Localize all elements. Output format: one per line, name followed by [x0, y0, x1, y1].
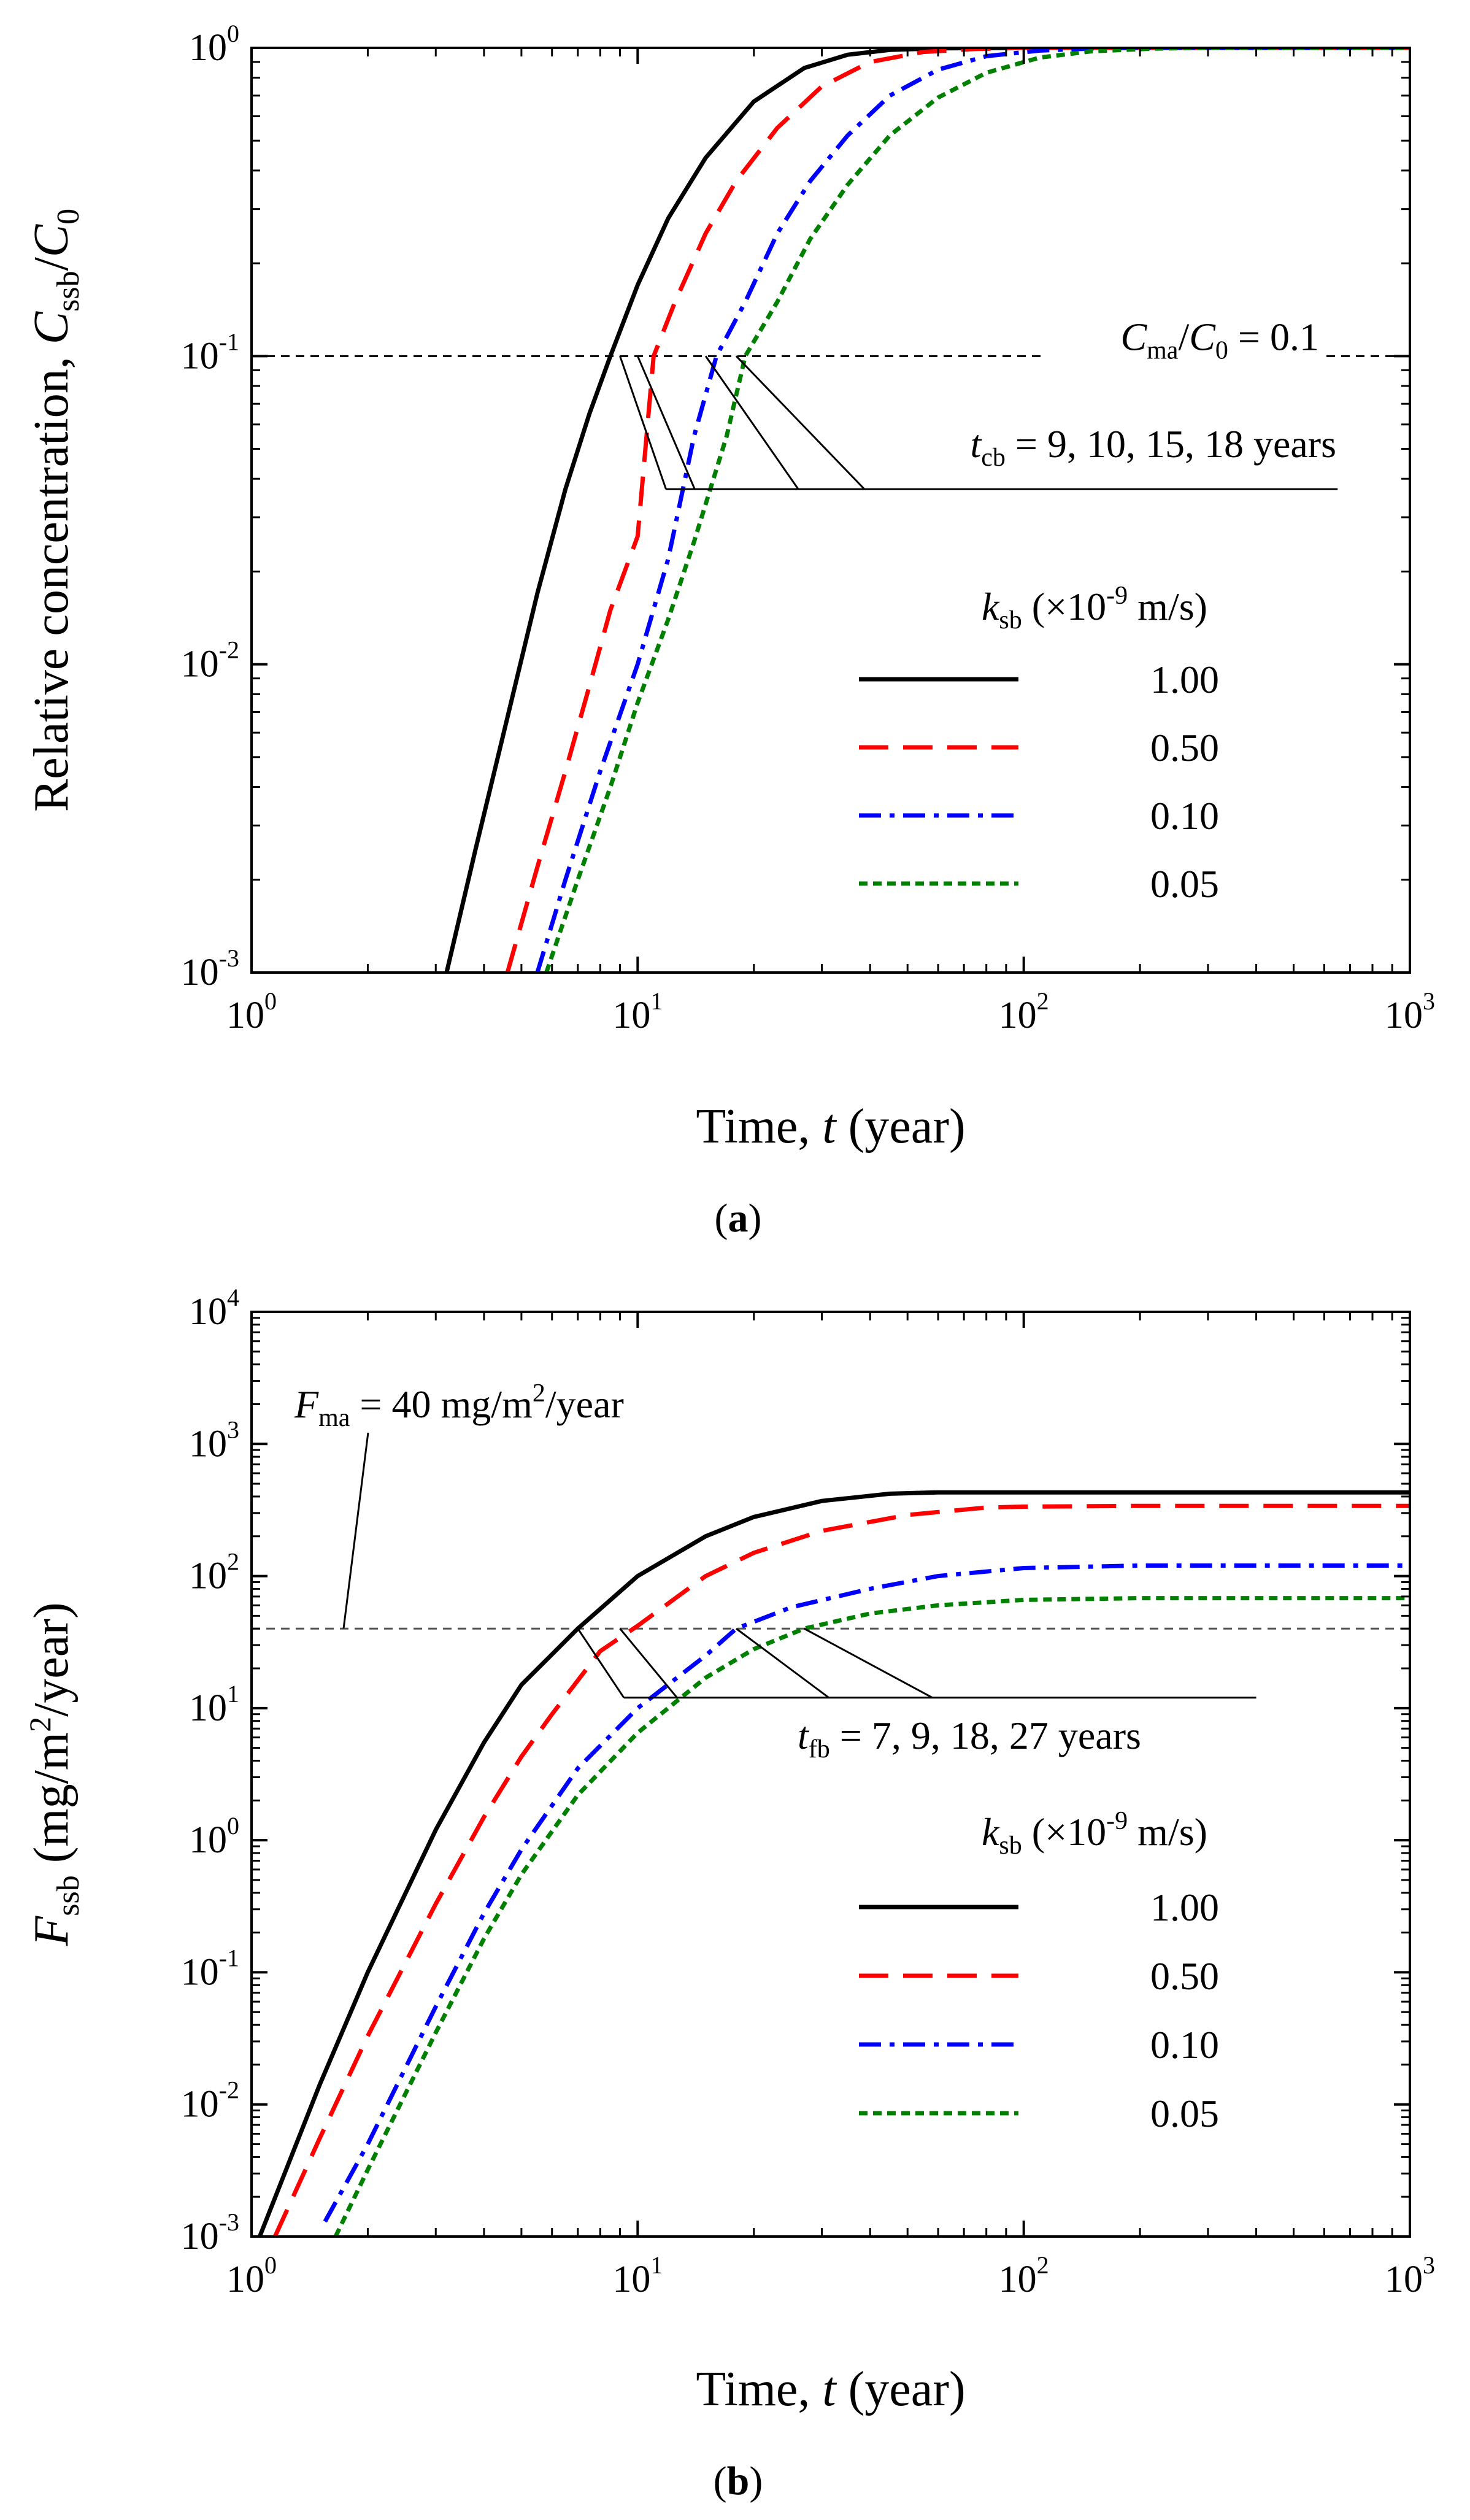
- y-tick-label: 10-3: [181, 944, 239, 993]
- x-axis-title: Time, t (year): [696, 2362, 965, 2416]
- legend-title: ksb (×10-9 m/s): [982, 1807, 1207, 1860]
- y-tick-label: 101: [189, 1680, 239, 1729]
- x-tick-label: 101: [612, 987, 663, 1036]
- annotation-leader: [804, 1627, 933, 1699]
- x-tick-label: 100: [226, 2251, 277, 2300]
- panel-label-a: (a): [715, 1196, 762, 1241]
- annotation-leader: [736, 1628, 829, 1699]
- y-tick-label: 102: [189, 1548, 239, 1597]
- series-line-0.50: [273, 1503, 1410, 2237]
- y-tick-label: 104: [189, 1284, 239, 1333]
- annotation-leader: [619, 355, 667, 490]
- y-axis-title: Fssb (mg/m2/year): [23, 1602, 86, 1946]
- reference-label: Fma = 40 mg/m2/year: [294, 1379, 624, 1432]
- series-line-0.10: [535, 48, 1410, 973]
- panel-b: 100 101 102 103 10-3 10-2 10-1 100 101 102 103 104 T…: [23, 1284, 1435, 2416]
- panel-label-b: (b): [714, 2459, 763, 2503]
- legend-label-0.10: 0.10: [1150, 794, 1219, 838]
- panel-a: 100 101 102 103 10-3 10-2 10-1 100 Time, t (year…: [25, 20, 1435, 1154]
- x-tick-label: 102: [999, 987, 1049, 1036]
- y-tick-label: 103: [189, 1416, 239, 1465]
- y-tick-label: 10-1: [181, 328, 239, 377]
- annotation-label: tcb = 9, 10, 15, 18 years: [970, 422, 1336, 472]
- annotation-leader: [577, 1628, 625, 1698]
- y-tick-label: 10-3: [181, 2208, 239, 2257]
- plot-frame: [250, 47, 1411, 974]
- x-tick-label: 102: [999, 2251, 1049, 2300]
- x-tick-label: 101: [612, 2251, 663, 2300]
- y-tick-label: 10-1: [181, 1944, 239, 1993]
- x-tick-label: 103: [1385, 987, 1435, 1036]
- x-tick-label: 103: [1385, 2251, 1435, 2300]
- legend-label-0.50: 0.50: [1150, 726, 1219, 769]
- reference-label-leader: [342, 1432, 369, 1629]
- series-line-0.10: [323, 1563, 1410, 2223]
- reference-label-mask: [1046, 313, 1325, 363]
- annotation-leader: [636, 355, 696, 490]
- y-tick-label: 10-2: [181, 636, 239, 685]
- x-axis-title: Time, t (year): [696, 1100, 965, 1154]
- y-tick-label: 100: [189, 1812, 239, 1861]
- annotation-label: tfb = 7, 9, 18, 27 years: [798, 1714, 1141, 1763]
- series-line-1.00: [444, 48, 1410, 973]
- annotation-leader: [735, 355, 866, 490]
- legend-label-0.10: 0.10: [1150, 2023, 1219, 2067]
- legend-label-1.00: 1.00: [1150, 1886, 1219, 1929]
- legend-title: ksb (×10-9 m/s): [982, 582, 1207, 634]
- reference-label: Cma/C0 = 0.1: [1120, 315, 1319, 364]
- legend-label-0.05: 0.05: [1150, 862, 1219, 906]
- annotation-leader: [704, 355, 799, 490]
- series-line-0.05: [544, 48, 1410, 973]
- legend-label-0.05: 0.05: [1150, 2092, 1219, 2135]
- series-line-0.50: [505, 48, 1410, 973]
- plot-frame: [250, 1311, 1411, 2238]
- series-line-0.05: [333, 1596, 1410, 2237]
- y-axis-title: Relative concentration, Cssb/C0: [25, 209, 86, 812]
- legend-label-1.00: 1.00: [1150, 658, 1219, 701]
- y-tick-label: 10-2: [181, 2076, 239, 2125]
- legend-label-0.50: 0.50: [1150, 1954, 1219, 1998]
- x-tick-label: 100: [226, 987, 277, 1036]
- annotation-leader: [619, 1628, 678, 1698]
- series-line-1.00: [258, 1490, 1410, 2237]
- y-tick-label: 100: [189, 20, 239, 69]
